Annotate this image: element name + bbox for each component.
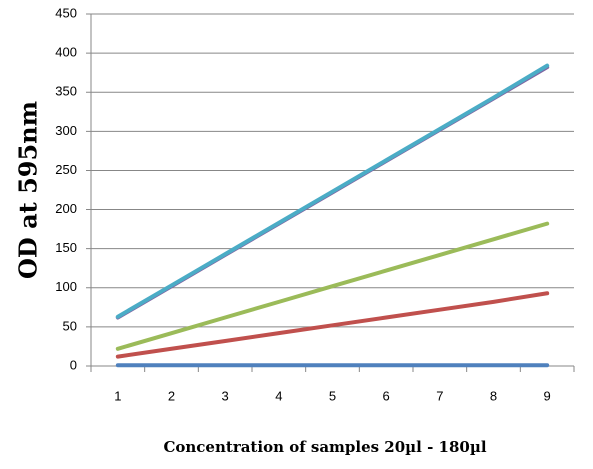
y-tick-label: 300 [55,123,77,138]
x-tick-label: 8 [490,388,497,403]
x-tick-label: 4 [275,388,282,403]
x-tick-label: 6 [383,388,390,403]
y-tick-label: 50 [63,318,77,333]
x-tick-label: 1 [114,388,121,403]
y-tick-label: 150 [55,240,77,255]
x-tick-label: 7 [436,388,443,403]
y-tick-label: 250 [55,162,77,177]
y-tick-label: 200 [55,201,77,216]
series-line [115,63,550,319]
x-tick-label: 5 [329,388,336,403]
x-tick-label: 2 [168,388,175,403]
y-tick-label: 0 [70,357,77,372]
x-axis-title: Concentration of samples 20µl - 180µl [163,438,486,456]
x-tick-label: 3 [222,388,229,403]
y-axis-title: OD at 595nm [14,101,43,279]
series-line [115,221,550,351]
y-tick-label: 100 [55,279,77,294]
y-tick-label: 450 [55,5,77,20]
y-tick-label: 400 [55,45,77,60]
x-tick-label: 9 [544,388,551,403]
series-line [115,291,550,359]
y-tick-label: 350 [55,84,77,99]
